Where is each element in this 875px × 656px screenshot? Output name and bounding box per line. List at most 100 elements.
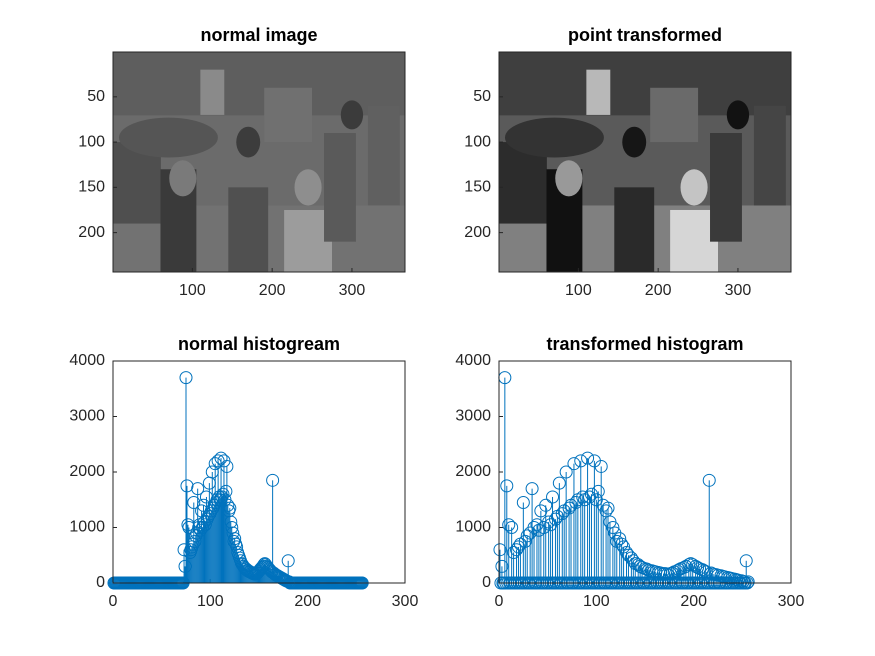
y-tick-label: 1000 bbox=[455, 519, 491, 536]
y-tick-label: 3000 bbox=[455, 408, 491, 425]
x-tick-label: 100 bbox=[565, 282, 592, 299]
stem-marker bbox=[520, 529, 534, 543]
stem-marker bbox=[576, 490, 590, 504]
image-region bbox=[726, 100, 750, 130]
stem-marker bbox=[606, 521, 620, 534]
axes-box bbox=[498, 360, 792, 584]
stem-marker bbox=[689, 559, 703, 573]
image-region bbox=[555, 160, 583, 197]
y-tick-label: 100 bbox=[464, 133, 491, 150]
stem bbox=[594, 459, 608, 583]
x-tick-label: 300 bbox=[725, 282, 752, 299]
stem bbox=[546, 490, 560, 583]
axes: point transformed 100 200 300 50 100 150 200 bbox=[464, 25, 792, 299]
stem-marker bbox=[216, 487, 230, 501]
x-tick-label: 300 bbox=[339, 282, 366, 299]
image-region bbox=[504, 117, 604, 158]
stem bbox=[559, 465, 573, 583]
stem bbox=[266, 473, 280, 583]
stem bbox=[518, 534, 532, 583]
stem bbox=[613, 532, 627, 583]
stem bbox=[180, 479, 194, 583]
stem bbox=[702, 473, 716, 583]
stem-marker bbox=[500, 479, 514, 493]
stem bbox=[500, 479, 514, 583]
stem bbox=[574, 454, 588, 583]
y-tick-label: 100 bbox=[78, 133, 105, 150]
stem-marker bbox=[223, 501, 237, 515]
y-tick-label: 4000 bbox=[455, 352, 491, 369]
plot-area bbox=[499, 361, 791, 583]
stem-marker bbox=[601, 501, 615, 515]
y-tick-label: 4000 bbox=[69, 352, 105, 369]
y-tick-label: 200 bbox=[464, 224, 491, 241]
stem-marker bbox=[220, 459, 234, 473]
x-tick-label: 300 bbox=[778, 593, 805, 610]
y-tick-label: 0 bbox=[96, 574, 105, 591]
x-tick-label: 100 bbox=[197, 593, 224, 610]
x-tick-label: 200 bbox=[680, 593, 707, 610]
stem-marker bbox=[640, 562, 654, 576]
image-region bbox=[228, 187, 269, 272]
image-region bbox=[169, 160, 197, 197]
stem bbox=[187, 496, 201, 583]
x-tick-label: 200 bbox=[645, 282, 672, 299]
y-tick-label: 1000 bbox=[69, 519, 105, 536]
image-region bbox=[236, 126, 261, 158]
stem bbox=[525, 482, 539, 583]
image-region bbox=[650, 87, 699, 143]
stem-marker bbox=[281, 554, 295, 568]
stem-marker bbox=[221, 498, 235, 512]
stem-marker bbox=[615, 537, 629, 551]
stem bbox=[615, 537, 629, 583]
stem-marker bbox=[516, 496, 530, 510]
y-tick-label: 2000 bbox=[455, 463, 491, 480]
stem-marker bbox=[493, 543, 507, 557]
plot-area bbox=[113, 361, 405, 583]
stem bbox=[591, 484, 605, 583]
stem-marker bbox=[518, 534, 532, 548]
image bbox=[499, 52, 791, 272]
image-region bbox=[499, 52, 791, 116]
axes: normal image 100 200 300 50 100 150 200 bbox=[78, 25, 406, 299]
stem-marker bbox=[581, 451, 595, 465]
image bbox=[113, 52, 405, 272]
stem-marker bbox=[219, 484, 233, 498]
stem bbox=[219, 484, 233, 583]
stem-marker bbox=[266, 473, 280, 487]
stem bbox=[502, 518, 516, 583]
y-tick-label: 200 bbox=[78, 224, 105, 241]
stem-marker bbox=[591, 484, 605, 498]
stem bbox=[516, 496, 530, 583]
axes-title: transformed histogram bbox=[546, 334, 743, 354]
stem bbox=[567, 457, 581, 583]
stem-marker bbox=[739, 554, 753, 568]
stem bbox=[601, 501, 615, 583]
image-region bbox=[324, 133, 356, 242]
stem-marker bbox=[702, 473, 716, 487]
image-region bbox=[710, 133, 742, 242]
image-region bbox=[367, 105, 400, 206]
stem-marker bbox=[574, 454, 588, 468]
stem bbox=[576, 490, 590, 583]
stem-marker bbox=[180, 479, 194, 493]
y-tick-label: 150 bbox=[78, 179, 105, 196]
stem-marker bbox=[187, 496, 201, 510]
axes-box bbox=[112, 360, 406, 584]
stem-marker bbox=[495, 559, 509, 573]
stem bbox=[539, 498, 553, 583]
axes-title: normal image bbox=[200, 25, 317, 45]
stem bbox=[552, 476, 566, 583]
x-tick-label: 200 bbox=[294, 593, 321, 610]
stem-marker bbox=[179, 371, 193, 385]
y-tick-label: 3000 bbox=[69, 408, 105, 425]
x-tick-label: 200 bbox=[259, 282, 286, 299]
y-tick-label: 2000 bbox=[69, 463, 105, 480]
stem-marker bbox=[228, 532, 242, 546]
image-region bbox=[113, 52, 405, 116]
stem bbox=[739, 554, 753, 583]
stem-marker bbox=[502, 518, 516, 532]
y-tick-label: 50 bbox=[473, 88, 491, 105]
